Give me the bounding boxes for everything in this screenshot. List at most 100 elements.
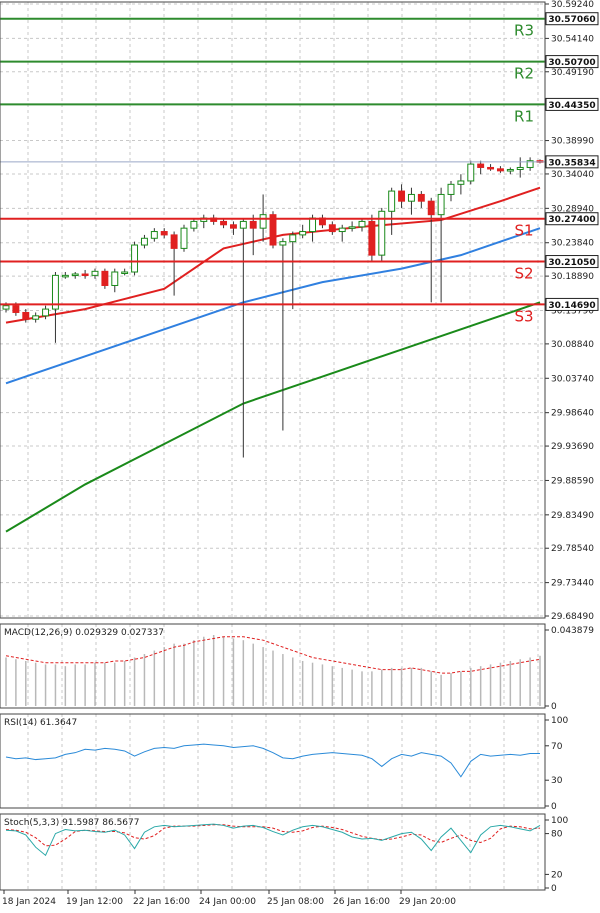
rsi-axis-label: 100 [551,716,568,726]
candle-body [437,193,445,216]
stoch-axis-label: 20 [551,870,563,880]
candle-body [42,308,50,317]
macd-axis-label: 0.043879 [551,626,594,636]
level-price-label: 30.14690 [548,301,595,311]
candle-body [259,214,267,229]
candle-body [427,200,435,216]
x-axis-tick-label: 29 Jan 20:00 [399,897,456,907]
pane-border-rsi [0,713,546,809]
x-axis-tick-label: 24 Jan 00:00 [199,897,256,907]
y-axis-tick-label: 29.98640 [551,409,594,419]
stoch-title: Stoch(5,3,3) 91.5987 86.5677 [4,818,139,828]
y-axis-tick-label: 29.83490 [551,511,594,521]
y-axis-tick-label: 30.59240 [551,0,594,10]
candle-body [447,183,455,195]
candle-body [111,271,119,286]
candle-body [32,315,40,320]
candle-body [12,305,20,313]
y-axis-tick-label: 30.03740 [551,374,594,384]
candle-body [398,190,406,202]
stoch-axis-label: 0 [551,884,557,894]
candle-body [487,166,495,170]
candle-body [101,270,109,286]
candle-body [140,237,148,246]
rsi-title: RSI(14) 61.3647 [4,718,77,728]
level-price-label: 30.44350 [548,101,595,111]
y-axis-tick-label: 29.73440 [551,579,594,589]
level-price-box [545,12,599,26]
y-axis-tick-label: 29.93690 [551,442,594,452]
x-axis-tick-label: 26 Jan 16:00 [333,897,390,907]
candle-body [180,227,188,249]
candle-body [81,273,89,277]
candle-body [368,220,376,256]
level-label-r2: R2 [514,65,534,83]
candle-body [61,274,69,278]
rsi-axis-label: 0 [551,802,557,812]
candle-body [477,163,485,168]
candle-body [220,220,228,226]
candle-body [289,234,297,243]
candle-body [299,231,307,236]
candle-body [239,220,247,229]
candle-body [2,305,10,310]
y-axis-tick-label: 30.18890 [551,272,594,282]
pane-border-stoch [0,813,546,891]
candle-body [328,224,336,233]
candle-body [22,311,30,320]
x-axis-tick-label: 18 Jan 2024 [2,897,56,907]
candle-body [358,220,366,228]
candle-body [71,273,79,277]
level-price-label: 30.27400 [548,215,595,225]
macd-title: MACD(12,26,9) 0.029329 0.027337 [4,628,164,638]
candle-body [190,220,198,229]
y-axis-tick-label: 30.49190 [551,68,594,78]
level-price-label: 30.21050 [548,258,595,268]
candle-body [407,193,415,202]
x-axis-tick-label: 19 Jan 12:00 [66,897,123,907]
level-price-box [545,297,599,311]
candle-body [160,231,168,236]
candle-body [338,227,346,233]
pane-border-main [0,1,546,619]
macd-axis-label: 0 [551,702,557,712]
rsi-line [5,743,540,778]
rsi-axis-label: 70 [551,742,563,752]
candle-body [91,270,99,276]
level-label-s1: S1 [514,222,533,240]
stoch-axis-label: 100 [551,816,568,826]
y-axis-tick-label: 30.23840 [551,239,594,249]
y-axis-tick-label: 30.34040 [551,170,594,180]
level-price-box [545,255,599,269]
candle-body [457,180,465,185]
candle-body [309,217,317,233]
candle-body [279,241,287,246]
current-price-box [545,155,599,169]
candle-body [170,234,178,249]
x-axis-tick-label: 25 Jan 08:00 [267,897,324,907]
candle-body [121,271,129,274]
level-label-s3: S3 [514,307,533,325]
candle-body [506,168,514,172]
level-price-box [545,97,599,111]
candle-body [526,160,534,168]
candle-body [249,220,257,229]
candle-body [150,231,158,239]
candle-body [378,210,386,256]
candle-body [229,224,237,229]
candle-body [348,226,356,229]
stoch-d-line [5,824,541,847]
stoch-k-line [5,823,541,857]
candle-body [516,166,524,170]
candle-body [417,193,425,202]
level-price-box [545,55,599,69]
rsi-axis-label: 30 [551,776,563,786]
y-axis-tick-label: 29.78540 [551,544,594,554]
candle-body [269,214,277,246]
y-axis-tick-label: 29.68490 [551,612,594,622]
level-label-r3: R3 [514,22,534,40]
pane-border-macd [0,623,546,709]
level-price-label: 30.50700 [548,58,595,68]
